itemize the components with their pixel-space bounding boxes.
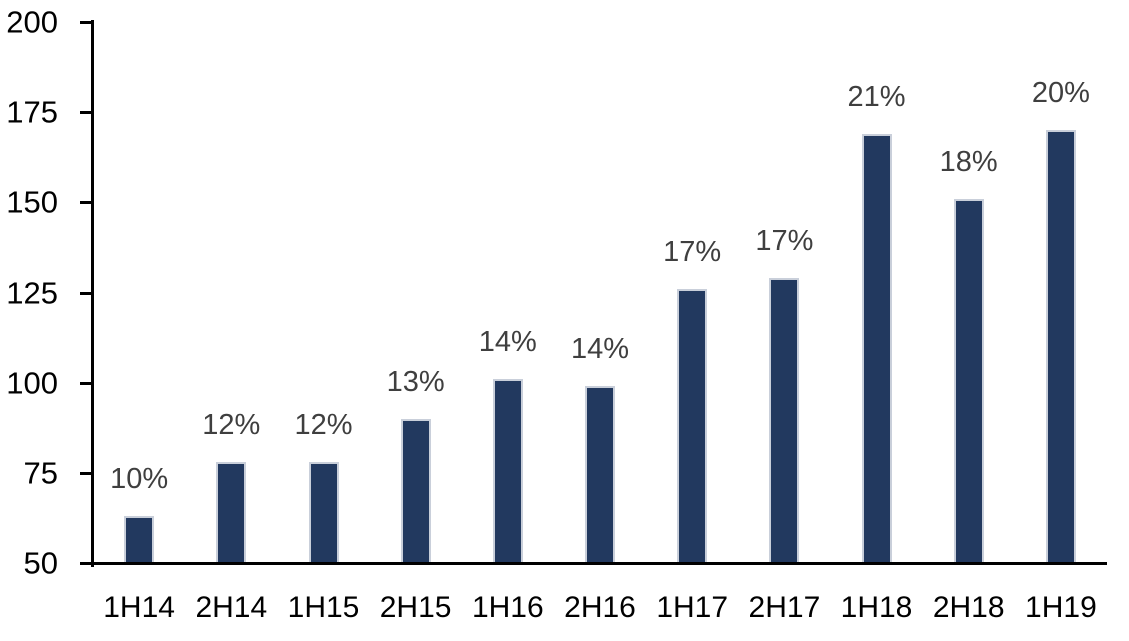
x-category-label-1H18: 1H18 xyxy=(840,591,913,624)
y-tick-mark xyxy=(80,381,93,385)
y-tick-label: 175 xyxy=(6,94,58,130)
x-category-label-2H16: 2H16 xyxy=(564,591,636,624)
x-category-label-1H16: 1H16 xyxy=(471,591,544,624)
y-tick-mark xyxy=(80,201,93,205)
y-tick-label: 100 xyxy=(6,365,58,401)
bar-2H18 xyxy=(953,198,984,563)
x-category-label-2H14: 2H14 xyxy=(195,591,268,624)
y-tick-label: 150 xyxy=(6,184,58,220)
bar-value-label-1H17: 17% xyxy=(663,235,722,268)
bar-1H15 xyxy=(308,462,339,563)
y-tick-label: 50 xyxy=(23,545,58,581)
y-tick-mark xyxy=(80,471,93,475)
bar-value-label-2H18: 18% xyxy=(939,145,998,178)
bar-value-label-1H15: 12% xyxy=(294,409,353,441)
y-tick-label: 125 xyxy=(6,275,58,310)
x-category-label-1H14: 1H14 xyxy=(103,591,175,624)
bar-2H16 xyxy=(585,386,615,563)
bar-value-label-1H18: 21% xyxy=(847,80,906,113)
y-tick-label: 200 xyxy=(6,4,58,40)
bar-2H15 xyxy=(400,418,431,563)
bar-value-label-1H19: 20% xyxy=(1031,77,1090,110)
bar-1H16 xyxy=(492,379,523,563)
y-tick-mark xyxy=(80,291,93,295)
y-tick-mark xyxy=(80,21,93,24)
y-tick-mark xyxy=(80,111,93,115)
bar-value-label-2H14: 12% xyxy=(202,409,261,441)
bar-1H19 xyxy=(1045,130,1076,563)
x-category-label-1H19: 1H19 xyxy=(1025,591,1097,624)
bar-1H14 xyxy=(124,516,155,563)
y-tick-label: 75 xyxy=(23,455,58,491)
x-category-label-2H18: 2H18 xyxy=(932,591,1005,624)
bar-1H18 xyxy=(861,133,892,563)
bar-value-label-1H16: 14% xyxy=(478,326,537,359)
x-category-label-1H15: 1H15 xyxy=(287,591,360,624)
x-category-label-2H17: 2H17 xyxy=(748,591,821,624)
x-category-label-1H17: 1H17 xyxy=(656,591,729,624)
bar-value-label-1H14: 10% xyxy=(110,463,169,496)
bar-value-label-2H15: 13% xyxy=(386,365,445,398)
bar-value-label-2H17: 17% xyxy=(755,225,814,258)
bar-2H14 xyxy=(216,462,247,563)
bar-value-label-2H16: 14% xyxy=(570,333,630,366)
bar-2H17 xyxy=(769,278,800,563)
x-category-label-2H15: 2H15 xyxy=(379,591,452,624)
bar-1H17 xyxy=(677,288,708,563)
y-axis-line xyxy=(91,20,94,567)
x-axis-line xyxy=(80,562,1107,565)
